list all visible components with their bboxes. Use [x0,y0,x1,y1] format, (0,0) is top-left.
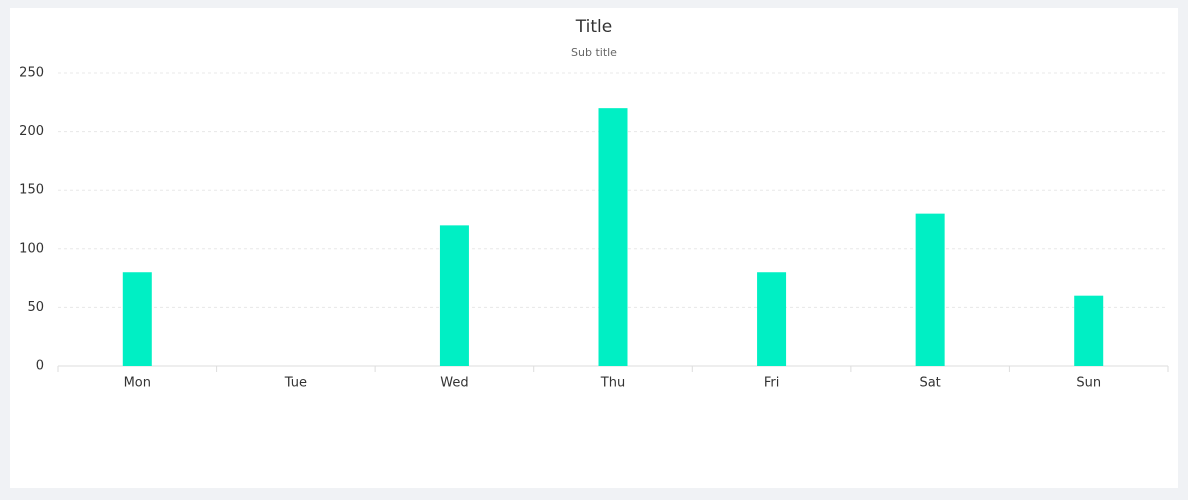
panel [10,8,1178,488]
x-tick-label: Thu [600,376,625,391]
chart-title: Title [575,17,612,37]
y-tick-label: 250 [19,66,44,81]
x-tick-label: Sun [1076,376,1101,391]
x-tick-label: Fri [764,376,780,391]
x-tick-label: Mon [124,376,151,391]
chart-subtitle: Sub title [571,46,617,59]
x-tick-label: Sat [919,376,940,391]
y-tick-label: 200 [19,124,44,139]
bar [598,108,628,366]
bar [439,225,469,366]
bar [122,272,152,366]
bar [1074,295,1104,366]
bar [757,272,787,366]
y-tick-label: 100 [19,241,44,256]
y-tick-label: 0 [36,359,44,374]
x-tick-label: Tue [284,376,307,391]
y-tick-label: 150 [19,183,44,198]
x-tick-label: Wed [440,376,468,391]
y-tick-label: 50 [27,300,44,315]
bar [915,213,945,366]
